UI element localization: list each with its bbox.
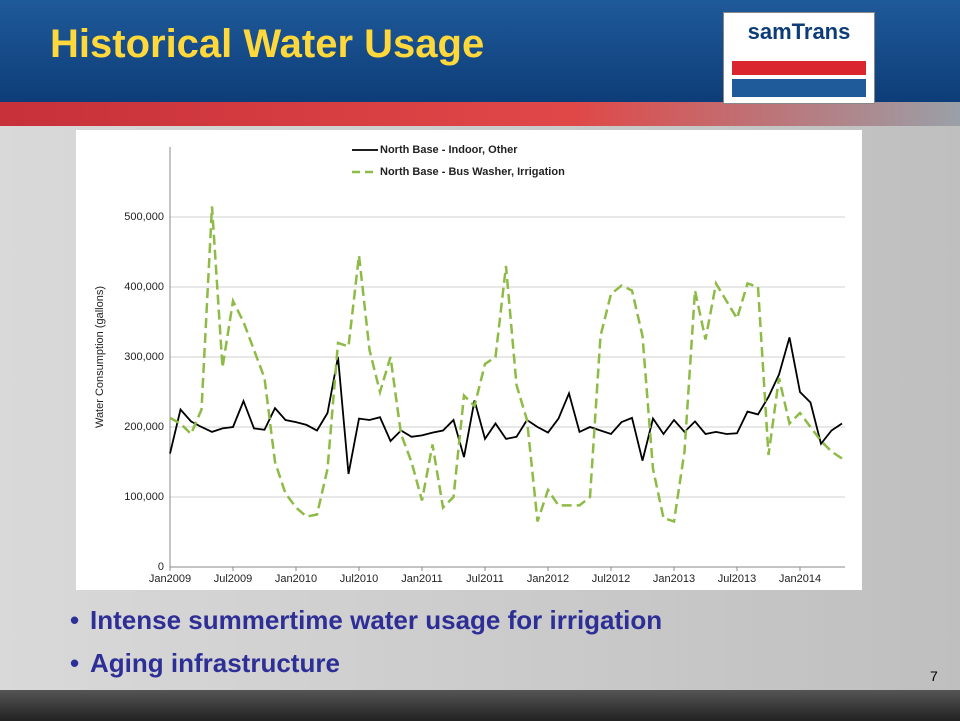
x-tick-label: Jan2014: [779, 573, 821, 585]
x-tick-label: Jan2011: [401, 573, 442, 585]
bullet: Aging infrastructure: [90, 648, 340, 679]
legend-label: North Base - Indoor, Other: [380, 144, 518, 156]
x-tick-label: Jul2012: [592, 573, 631, 585]
y-tick-label: 200,000: [124, 421, 164, 433]
page-number: 7: [930, 668, 938, 684]
y-tick-label: 100,000: [124, 491, 164, 503]
footer-bar: [0, 690, 960, 721]
y-tick-label: 400,000: [124, 281, 164, 293]
x-tick-label: Jul2010: [340, 573, 379, 585]
x-tick-label: Jan2010: [275, 573, 317, 585]
y-tick-label: 0: [158, 561, 164, 573]
plot-background: [76, 130, 862, 590]
y-tick-label: 300,000: [124, 351, 164, 363]
x-tick-label: Jul2009: [214, 573, 253, 585]
y-tick-label: 500,000: [124, 211, 164, 223]
y-axis-label: Water Consumption (gallons): [94, 286, 106, 428]
x-tick-label: Jan2009: [149, 573, 191, 585]
bullet: Intense summertime water usage for irrig…: [90, 605, 662, 636]
legend-label: North Base - Bus Washer, Irrigation: [380, 166, 565, 178]
slide: Historical Water Usage samTrans Water Co…: [0, 0, 960, 721]
x-tick-label: Jul2013: [718, 573, 757, 585]
x-tick-label: Jul2011: [466, 573, 504, 585]
x-tick-label: Jan2013: [653, 573, 695, 585]
x-tick-label: Jan2012: [527, 573, 569, 585]
